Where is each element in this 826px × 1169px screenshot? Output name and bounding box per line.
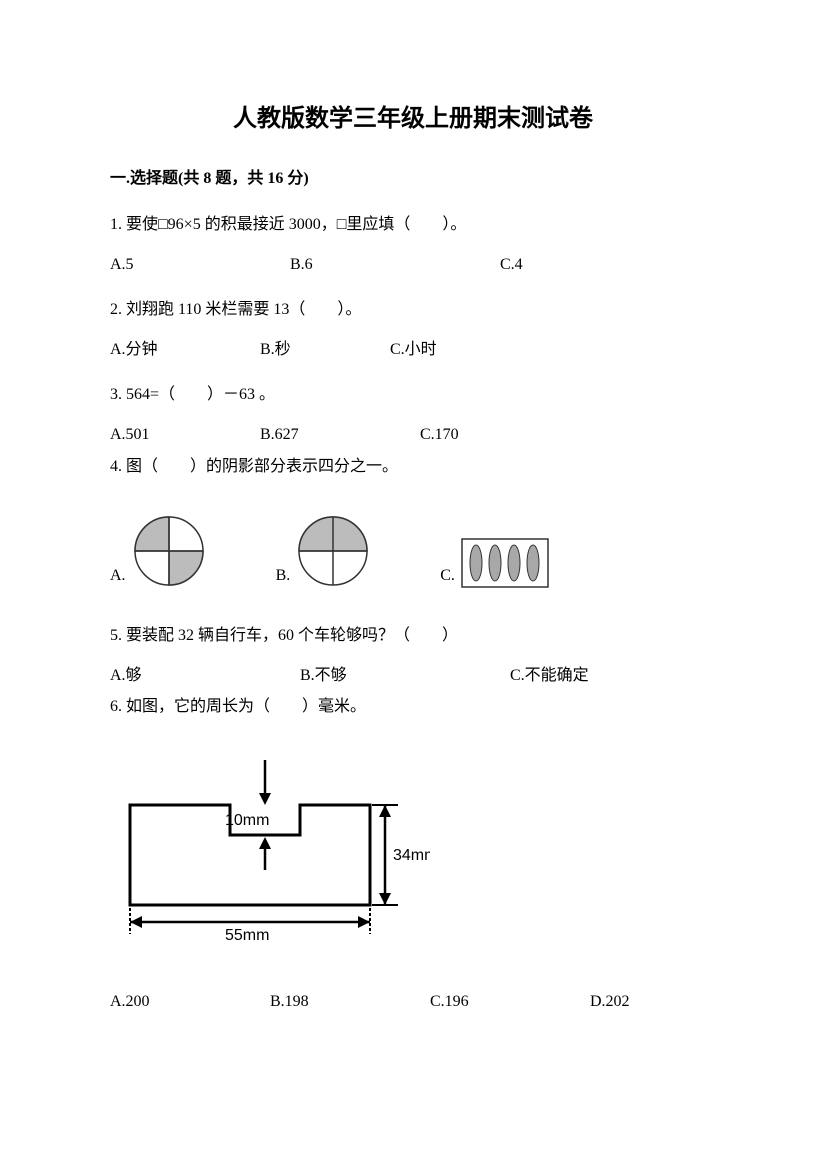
page-title: 人教版数学三年级上册期末测试卷 (110, 100, 716, 138)
circle-quarter-icon (132, 514, 206, 588)
q2-text: 2. 刘翔跑 110 米栏需要 13（ ）。 (110, 297, 716, 323)
q4-opt-b-wrap: B. (276, 514, 371, 588)
q4-opt-c: C. (440, 563, 455, 589)
q4-opt-a-wrap: A. (110, 514, 206, 588)
q1-opt-a: A.5 (110, 252, 290, 278)
section-header: 一.选择题(共 8 题，共 16 分) (110, 166, 716, 192)
q6-opt-a: A.200 (110, 989, 270, 1015)
svg-text:55mm: 55mm (225, 927, 269, 940)
q5-opt-b: B.不够 (300, 663, 510, 689)
q1-opt-c: C.4 (500, 252, 523, 278)
q3-opt-c: C.170 (420, 422, 459, 448)
q5-opt-c: C.不能确定 (510, 663, 589, 689)
q6-opt-b: B.198 (270, 989, 430, 1015)
q6-text: 6. 如图，它的周长为（ ）毫米。 (110, 694, 716, 720)
q4-opt-b: B. (276, 563, 291, 589)
q2-opt-c: C.小时 (390, 337, 437, 363)
question-6: 6. 如图，它的周长为（ ）毫米。 10mm 34mm 55mm (110, 694, 716, 1014)
q4-opt-c-wrap: C. (440, 538, 549, 588)
q4-text: 4. 图（ ）的阴影部分表示四分之一。 (110, 454, 716, 480)
q2-opt-a: A.分钟 (110, 337, 260, 363)
question-4: 4. 图（ ）的阴影部分表示四分之一。 A. B. C. (110, 454, 716, 589)
q3-text: 3. 564=（ ）－63 。 (110, 382, 716, 408)
question-5: 5. 要装配 32 辆自行车，60 个车轮够吗？（ ） A.够 B.不够 C.不… (110, 623, 716, 688)
q3-opt-b: B.627 (260, 422, 420, 448)
svg-text:10mm: 10mm (225, 812, 269, 829)
q5-text: 5. 要装配 32 辆自行车，60 个车轮够吗？（ ） (110, 623, 716, 649)
q1-opt-b: B.6 (290, 252, 500, 278)
q1-text: 1. 要使□96×5 的积最接近 3000，□里应填（ ）。 (110, 212, 716, 238)
q4-opt-a: A. (110, 563, 126, 589)
question-1: 1. 要使□96×5 的积最接近 3000，□里应填（ ）。 A.5 B.6 C… (110, 212, 716, 277)
question-3: 3. 564=（ ）－63 。 A.501 B.627 C.170 (110, 382, 716, 447)
q5-opt-a: A.够 (110, 663, 300, 689)
q6-opt-d: D.202 (590, 989, 630, 1015)
q3-opt-a: A.501 (110, 422, 260, 448)
circle-half-icon (296, 514, 370, 588)
perimeter-figure: 10mm 34mm 55mm (110, 750, 430, 940)
q2-opt-b: B.秒 (260, 337, 390, 363)
svg-text:34mm: 34mm (393, 847, 430, 864)
leaves-icon (461, 538, 549, 588)
q6-opt-c: C.196 (430, 989, 590, 1015)
question-2: 2. 刘翔跑 110 米栏需要 13（ ）。 A.分钟 B.秒 C.小时 (110, 297, 716, 362)
